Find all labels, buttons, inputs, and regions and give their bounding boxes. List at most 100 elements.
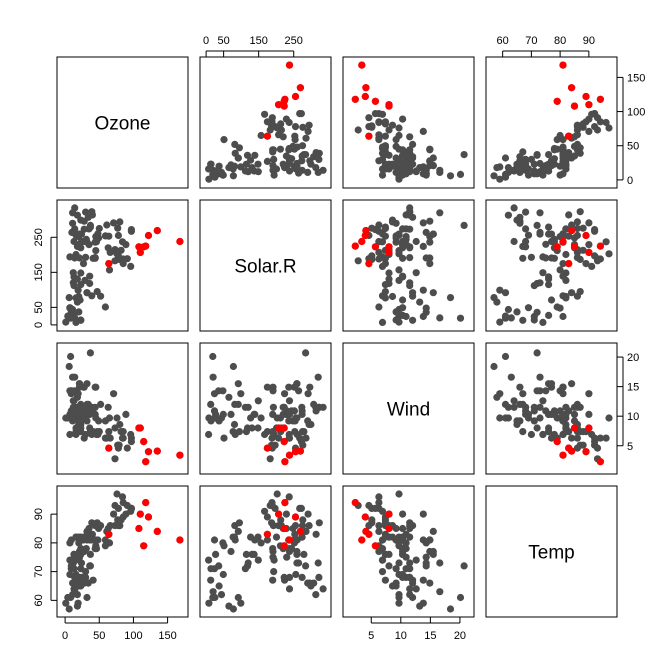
data-point (86, 562, 94, 570)
highlighted-data-point (136, 248, 144, 256)
data-point (69, 219, 77, 227)
highlighted-data-point (144, 513, 153, 521)
data-point (254, 160, 262, 168)
data-point (230, 420, 239, 429)
data-point (591, 226, 599, 234)
data-point (409, 593, 417, 602)
panel-frame (342, 56, 475, 189)
data-point (388, 218, 397, 226)
data-point (533, 151, 541, 159)
highlighted-data-point (176, 451, 184, 459)
data-point (285, 167, 294, 175)
data-point (399, 151, 407, 159)
data-point (385, 126, 393, 134)
data-point (375, 221, 383, 229)
data-point (105, 414, 114, 422)
data-point (496, 286, 504, 294)
data-point (570, 410, 579, 418)
data-point (419, 219, 427, 227)
data-point (539, 269, 547, 277)
tick-label: 150 (33, 263, 45, 281)
data-point (302, 434, 310, 442)
data-point (406, 565, 414, 573)
highlighted-data-point (280, 524, 288, 533)
data-point (419, 242, 427, 250)
data-point (71, 373, 79, 381)
tick-label: 15 (424, 630, 436, 642)
data-point (559, 383, 567, 391)
data-point (269, 522, 277, 530)
data-point (416, 602, 424, 610)
data-point (83, 527, 91, 536)
data-point (229, 172, 237, 180)
data-point (545, 380, 553, 388)
data-point (573, 126, 582, 134)
data-point (530, 417, 538, 425)
highlighted-data-point (144, 448, 153, 456)
data-point (568, 221, 576, 229)
data-point (533, 221, 541, 229)
data-point (399, 237, 407, 246)
data-point (406, 162, 414, 170)
highlighted-data-point (570, 424, 579, 432)
data-point (378, 238, 387, 246)
highlighted-data-point (385, 243, 393, 251)
data-point (77, 216, 85, 224)
data-point (559, 410, 567, 418)
data-point (406, 146, 414, 154)
data-point (545, 311, 553, 319)
data-point (576, 144, 584, 152)
data-point (285, 417, 293, 425)
tick-label: 150 (158, 630, 176, 642)
tick-label: 0 (62, 630, 68, 642)
tick-label: 0 (203, 35, 209, 47)
data-point (302, 134, 310, 142)
data-point (298, 142, 307, 150)
variable-label-ozone: Ozone (95, 114, 151, 135)
highlighted-data-point (585, 248, 593, 256)
data-point (229, 533, 237, 541)
highlighted-data-point (144, 231, 153, 240)
data-point (263, 536, 271, 544)
data-point (270, 155, 278, 163)
data-point (573, 231, 582, 240)
data-point (257, 414, 265, 422)
data-point (65, 605, 73, 613)
data-point (399, 510, 407, 518)
data-point (227, 161, 235, 169)
data-point (446, 294, 455, 302)
panel-wind-vs-wind: Wind (342, 342, 475, 475)
data-point (127, 430, 135, 439)
highlighted-data-point (291, 448, 300, 456)
data-point (205, 430, 213, 439)
highlighted-data-point (385, 248, 393, 256)
highlighted-data-point (285, 61, 294, 69)
data-point (490, 294, 498, 302)
data-point (456, 314, 465, 322)
data-point (510, 204, 518, 212)
highlighted-data-point (296, 84, 304, 92)
highlighted-data-point (358, 61, 366, 69)
data-point (585, 241, 593, 249)
data-point (314, 168, 322, 176)
data-point (573, 403, 582, 411)
data-point (406, 559, 414, 567)
data-point (105, 266, 114, 274)
data-point (385, 550, 393, 559)
data-point (304, 168, 312, 176)
data-point (64, 593, 72, 602)
data-point (312, 407, 320, 415)
data-point (215, 387, 223, 395)
highlighted-data-point (596, 458, 605, 466)
data-point (522, 208, 530, 216)
data-point (235, 144, 243, 152)
panel-frame (56, 56, 189, 189)
data-point (588, 262, 596, 270)
data-point (127, 262, 135, 270)
data-point (426, 579, 434, 587)
data-point (392, 582, 400, 590)
data-point (77, 410, 86, 418)
data-point (501, 312, 510, 320)
data-point (261, 507, 269, 515)
data-point (429, 550, 437, 559)
